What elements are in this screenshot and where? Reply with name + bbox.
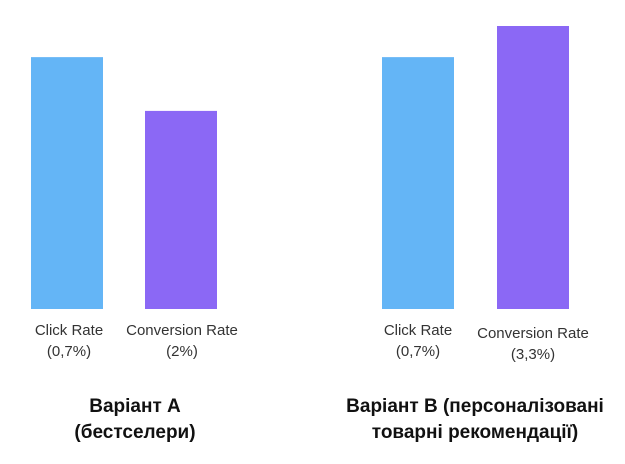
tick-label-b-conversion: Conversion Rate (3,3%): [477, 325, 589, 363]
group-title-a: Варіант А (бестселери): [74, 396, 196, 443]
bar-a-conversion-rate: [145, 110, 217, 310]
bar-b-click-rate: [382, 57, 454, 309]
bar-a-click-rate: [31, 57, 103, 309]
tick-label-b-click: Click Rate (0,7%): [383, 322, 453, 360]
tick-label-a-conversion: Conversion Rate (2%): [126, 322, 238, 360]
bar-b-conversion-rate: [497, 26, 569, 309]
tick-label-a-click: Click Rate (0,7%): [34, 322, 104, 360]
group-title-b: Варіант В (персоналізовані товарні реком…: [346, 396, 604, 443]
